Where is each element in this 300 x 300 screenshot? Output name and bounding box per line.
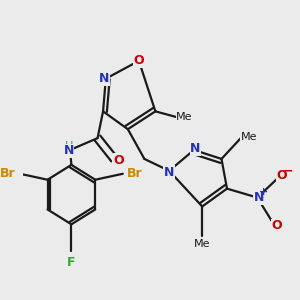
Text: N: N <box>254 191 264 204</box>
Text: N: N <box>190 142 200 155</box>
Text: O: O <box>271 219 282 232</box>
Text: Br: Br <box>0 167 16 180</box>
Text: H: H <box>64 141 73 152</box>
Text: Br: Br <box>127 167 142 180</box>
Text: O: O <box>277 169 287 182</box>
Text: Me: Me <box>194 238 211 249</box>
Text: Me: Me <box>241 132 257 142</box>
Text: F: F <box>67 256 76 268</box>
Text: +: + <box>259 187 268 197</box>
Text: N: N <box>64 144 74 158</box>
Text: Me: Me <box>176 112 193 122</box>
Text: −: − <box>282 164 293 177</box>
Text: N: N <box>99 72 110 85</box>
Text: N: N <box>164 166 174 179</box>
Text: O: O <box>113 154 124 167</box>
Text: O: O <box>134 54 144 67</box>
